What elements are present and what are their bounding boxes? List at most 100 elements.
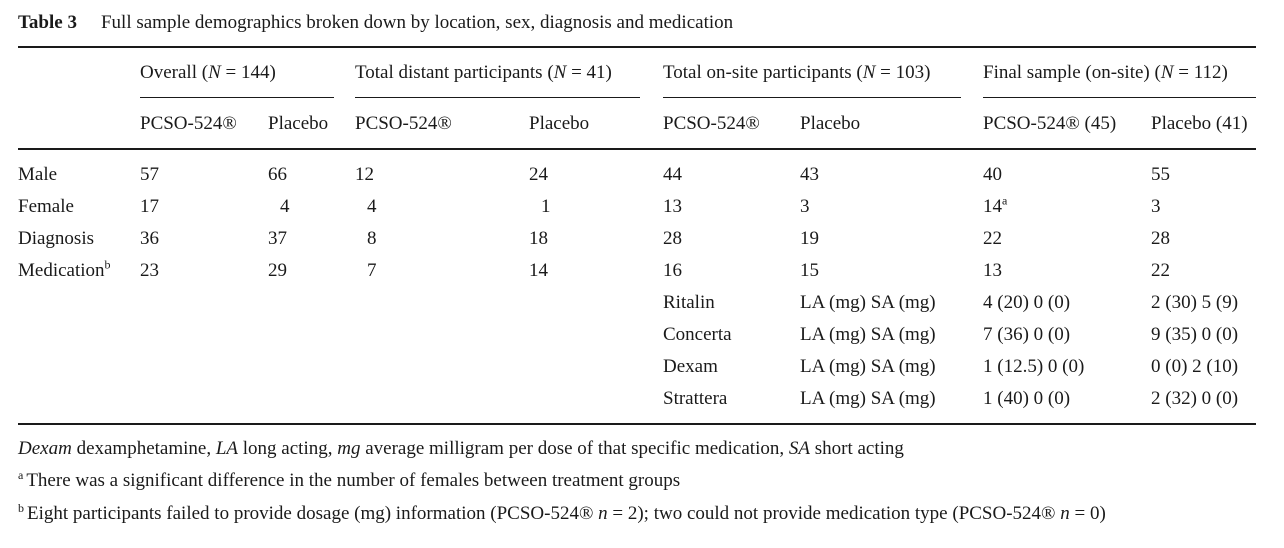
footnote-abbreviations: Dexam dexamphetamine, LA long acting, mg… — [18, 438, 904, 460]
top-rule — [18, 46, 1256, 48]
abbr-definition: long acting, — [238, 438, 338, 459]
table-cell-with-note: 14a — [983, 193, 1008, 218]
abbr-term: Dexam — [18, 438, 72, 459]
cell-value: 14 — [983, 196, 1002, 217]
abbr-definition: average milligram per dose of that speci… — [360, 438, 789, 459]
table-cell: 43 — [800, 164, 819, 185]
table-cell: 13 — [983, 260, 1002, 281]
bottom-rule — [18, 423, 1256, 425]
footnote-marker: a — [1002, 193, 1008, 208]
table-cell: 7 (36) 0 (0) — [983, 324, 1071, 345]
n-symbol: n — [598, 503, 608, 524]
subheader-onsite-placebo: Placebo — [800, 113, 861, 134]
table-cell: 0 (0) 2 (10) — [1151, 356, 1239, 377]
group-underline-overall — [140, 97, 334, 98]
med-name-dexam: Dexam — [663, 356, 718, 377]
med-name-strattera: Strattera — [663, 388, 728, 409]
header-bottom-rule — [18, 148, 1256, 150]
table-cell: 17 — [140, 196, 159, 217]
table-cell: 37 — [268, 228, 287, 249]
table-cell: 3 — [800, 196, 810, 217]
table-cell: 4 — [280, 196, 290, 217]
group-label-suffix: = 103) — [875, 62, 931, 83]
table-cell: 28 — [663, 228, 682, 249]
table-cell: 7 — [367, 260, 377, 281]
table-cell: 4 — [367, 196, 377, 217]
table-cell: 1 — [541, 196, 551, 217]
table-cell: 29 — [268, 260, 287, 281]
med-units: LA (mg) SA (mg) — [800, 388, 936, 409]
abbr-term: LA — [215, 438, 239, 459]
table-cell: 2 (32) 0 (0) — [1151, 388, 1239, 409]
med-units: LA (mg) SA (mg) — [800, 324, 936, 345]
subheader-distant-placebo: Placebo — [529, 113, 590, 134]
footnote-marker: b — [104, 257, 111, 272]
table-cell: 22 — [983, 228, 1002, 249]
footnote-marker: b — [18, 500, 24, 515]
n-symbol: N — [1160, 62, 1174, 83]
table-cell: 40 — [983, 164, 1002, 185]
table-cell: 13 — [663, 196, 682, 217]
group-underline-distant — [355, 97, 640, 98]
table-cell: 57 — [140, 164, 159, 185]
footnote-text: = 2); two could not provide medication t… — [607, 503, 1061, 524]
footnote-text: Eight participants failed to provide dos… — [27, 503, 599, 524]
table-cell: 1 (40) 0 (0) — [983, 388, 1071, 409]
group-underline-final — [983, 97, 1256, 98]
subheader-overall-active: PCSO-524® — [140, 113, 237, 134]
table-cell: 16 — [663, 260, 682, 281]
table-cell: 2 (30) 5 (9) — [1151, 292, 1239, 313]
med-units: LA (mg) SA (mg) — [800, 356, 936, 377]
footnote-b: b Eight participants failed to provide do… — [18, 500, 1106, 525]
table-cell: 44 — [663, 164, 682, 185]
abbr-term: SA — [788, 438, 810, 459]
group-header-distant: Total distant participants (N = 41) — [355, 62, 612, 84]
table-cell: 23 — [140, 260, 159, 281]
row-label-male: Male — [18, 164, 58, 185]
footnote-marker: a — [18, 467, 24, 482]
footnote-text: There was a significant difference in th… — [26, 470, 681, 491]
table-cell: 66 — [268, 164, 287, 185]
table-cell: 36 — [140, 228, 159, 249]
table-cell: 14 — [529, 260, 548, 281]
med-units: LA (mg) SA (mg) — [800, 292, 936, 313]
n-symbol: N — [553, 62, 567, 83]
table-cell: 12 — [355, 164, 374, 185]
row-label-medication: Medicationb — [18, 257, 111, 282]
group-underline-onsite — [663, 97, 961, 98]
row-label-female: Female — [18, 196, 74, 217]
group-header-overall: Overall (N = 144) — [140, 62, 276, 84]
subheader-final-placebo: Placebo (41) — [1151, 113, 1248, 134]
footnote-text: = 0) — [1069, 503, 1106, 524]
table-caption: Table 3 Full sample demographics broken d… — [18, 12, 733, 34]
group-label-suffix: = 144) — [220, 62, 276, 83]
table-cell: 28 — [1151, 228, 1170, 249]
subheader-overall-placebo: Placebo — [268, 113, 329, 134]
table-title: Full sample demographics broken down by … — [100, 12, 734, 33]
n-symbol: N — [208, 62, 221, 83]
table-cell: 3 — [1151, 196, 1161, 217]
med-name-ritalin: Ritalin — [663, 292, 715, 313]
table-cell: 8 — [367, 228, 377, 249]
table-cell: 18 — [529, 228, 548, 249]
table-cell: 15 — [800, 260, 819, 281]
table-cell: 55 — [1151, 164, 1170, 185]
group-label-prefix: Overall ( — [140, 62, 209, 83]
table-cell: 9 (35) 0 (0) — [1151, 324, 1239, 345]
group-label-suffix: = 112) — [1173, 62, 1228, 83]
n-symbol: N — [862, 62, 876, 83]
abbr-definition: dexamphetamine, — [71, 438, 216, 459]
abbr-term: mg — [337, 438, 361, 459]
group-label-prefix: Total on-site participants ( — [663, 62, 863, 83]
med-name-concerta: Concerta — [663, 324, 732, 345]
group-header-final: Final sample (on-site) (N = 112) — [983, 62, 1228, 84]
table-cell: 22 — [1151, 260, 1170, 281]
footnote-a: a There was a significant difference in t… — [18, 467, 681, 492]
n-symbol: n — [1060, 503, 1070, 524]
row-label-text: Medication — [18, 260, 105, 281]
table-cell: 19 — [800, 228, 819, 249]
subheader-onsite-active: PCSO-524® — [663, 113, 760, 134]
group-label-prefix: Total distant participants ( — [355, 62, 554, 83]
abbr-definition: short acting — [809, 438, 904, 459]
